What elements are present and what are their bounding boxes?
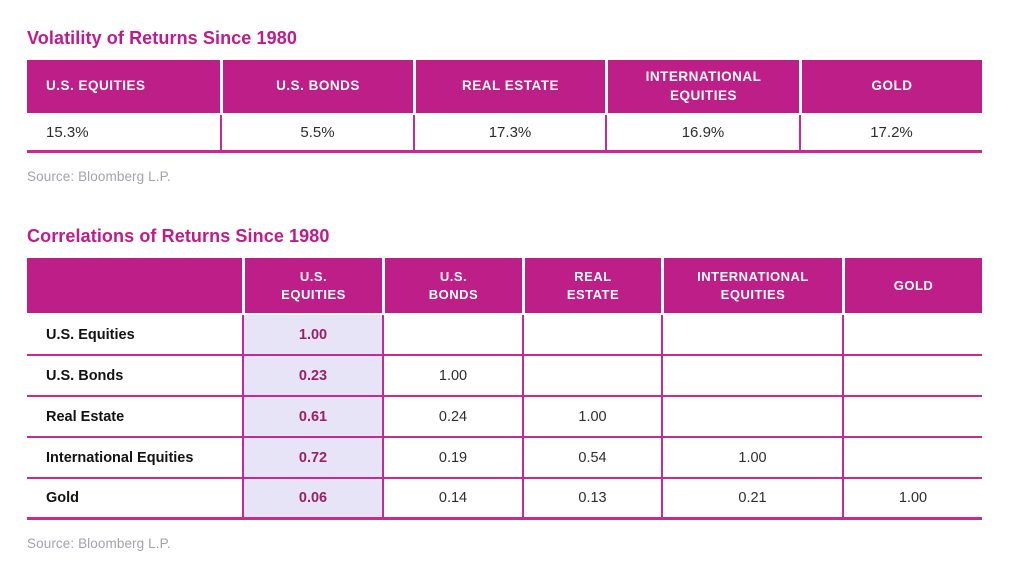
row-label: Real Estate — [27, 397, 242, 438]
header-cell-international-equities: INTERNATIONAL EQUITIES — [661, 258, 842, 315]
correlation-cell: 1.00 — [382, 356, 522, 397]
volatility-value-real-estate: 17.3% — [413, 115, 605, 153]
correlation-cell — [661, 356, 842, 397]
correlation-cell — [661, 315, 842, 356]
correlations-header-row: U.S. EQUITIES U.S. BONDS REAL ESTATE INT… — [27, 258, 982, 315]
table-row-real-estate: Real Estate 0.61 0.24 1.00 — [27, 397, 982, 438]
header-cell-us-bonds: U.S. BONDS — [220, 60, 413, 115]
header-cell-us-equities: U.S. EQUITIES — [242, 258, 382, 315]
correlation-cell — [842, 356, 982, 397]
correlations-title: Correlations of Returns Since 1980 — [27, 226, 330, 246]
header-cell-real-estate: REAL ESTATE — [522, 258, 661, 315]
corner-cell — [27, 258, 242, 315]
volatility-section: Volatility of Returns Since 1980 U.S. EQ… — [27, 28, 997, 184]
volatility-value-us-bonds: 5.5% — [220, 115, 413, 153]
correlation-cell — [382, 315, 522, 356]
row-label: U.S. Equities — [27, 315, 242, 356]
correlations-section: Correlations of Returns Since 1980 U.S. … — [27, 226, 997, 551]
volatility-header-row: U.S. EQUITIES U.S. BONDS REAL ESTATE INT… — [27, 60, 982, 115]
correlation-cell: 1.00 — [842, 479, 982, 520]
correlation-cell — [522, 315, 661, 356]
row-label: International Equities — [27, 438, 242, 479]
row-label: U.S. Bonds — [27, 356, 242, 397]
volatility-value-gold: 17.2% — [799, 115, 982, 153]
header-cell-gold: GOLD — [799, 60, 982, 115]
correlation-cell: 1.00 — [661, 438, 842, 479]
correlations-source-note: Source: Bloomberg L.P. — [27, 536, 171, 551]
table-row-gold: Gold 0.06 0.14 0.13 0.21 1.00 — [27, 479, 982, 520]
volatility-title: Volatility of Returns Since 1980 — [27, 28, 297, 48]
volatility-value-international-equities: 16.9% — [605, 115, 799, 153]
correlation-cell: 0.13 — [522, 479, 661, 520]
volatility-table: U.S. EQUITIES U.S. BONDS REAL ESTATE INT… — [27, 60, 982, 153]
header-cell-international-equities: INTERNATIONAL EQUITIES — [605, 60, 799, 115]
header-cell-real-estate: REAL ESTATE — [413, 60, 605, 115]
correlation-cell-highlight: 0.06 — [242, 479, 382, 520]
table-row-international-equities: International Equities 0.72 0.19 0.54 1.… — [27, 438, 982, 479]
row-label: Gold — [27, 479, 242, 520]
table-row-us-bonds: U.S. Bonds 0.23 1.00 — [27, 356, 982, 397]
correlations-table: U.S. EQUITIES U.S. BONDS REAL ESTATE INT… — [27, 258, 982, 520]
header-cell-gold: GOLD — [842, 258, 982, 315]
section-divider-space — [27, 184, 997, 226]
header-cell-us-bonds: U.S. BONDS — [382, 258, 522, 315]
correlation-cell — [842, 397, 982, 438]
correlation-cell — [661, 397, 842, 438]
correlation-cell: 0.24 — [382, 397, 522, 438]
correlation-cell-highlight: 0.23 — [242, 356, 382, 397]
correlation-cell: 0.21 — [661, 479, 842, 520]
volatility-value-row: 15.3% 5.5% 17.3% 16.9% 17.2% — [27, 115, 982, 153]
correlation-cell: 0.19 — [382, 438, 522, 479]
correlation-cell — [842, 315, 982, 356]
correlation-cell-highlight: 0.72 — [242, 438, 382, 479]
volatility-source-note: Source: Bloomberg L.P. — [27, 169, 171, 184]
page: Volatility of Returns Since 1980 U.S. EQ… — [27, 28, 997, 551]
correlation-cell-highlight: 1.00 — [242, 315, 382, 356]
correlation-cell-highlight: 0.61 — [242, 397, 382, 438]
correlation-cell: 0.54 — [522, 438, 661, 479]
header-cell-us-equities: U.S. EQUITIES — [27, 60, 220, 115]
correlation-cell: 1.00 — [522, 397, 661, 438]
table-row-us-equities: U.S. Equities 1.00 — [27, 315, 982, 356]
correlation-cell — [522, 356, 661, 397]
correlation-cell: 0.14 — [382, 479, 522, 520]
volatility-value-us-equities: 15.3% — [27, 115, 220, 153]
correlation-cell — [842, 438, 982, 479]
